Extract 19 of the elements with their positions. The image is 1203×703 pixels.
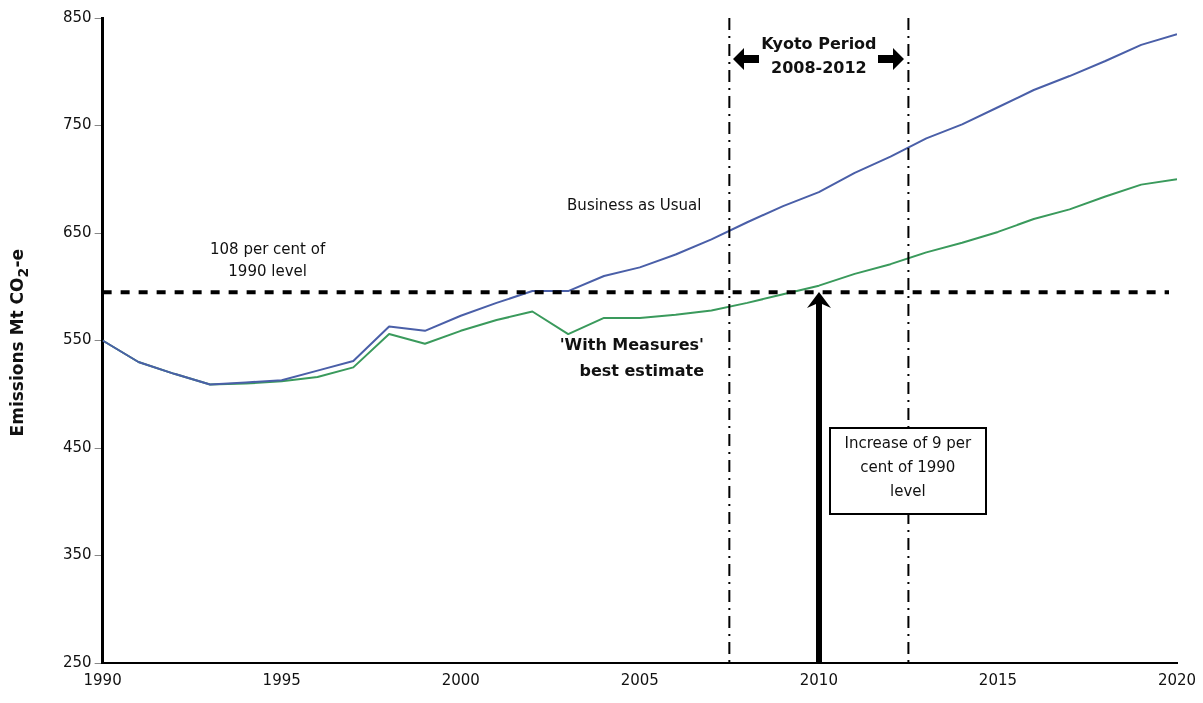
- x-tick-label: 2005: [620, 670, 659, 689]
- y-tick-label: 550: [62, 330, 92, 349]
- y-tick-label: 450: [62, 437, 92, 456]
- x-tick-label: 2000: [441, 670, 480, 689]
- x-tick-label: 1990: [83, 670, 122, 689]
- x-tick-label: 2015: [978, 670, 1018, 689]
- ref-line-label: 108 per cent of 1990 level: [209, 239, 327, 283]
- y-tick-label: 650: [62, 222, 92, 241]
- y-tick-label: 750: [62, 115, 92, 134]
- x-tick-label: 2020: [1157, 670, 1197, 689]
- annotation: Increase of 9 per cent of 1990 level: [828, 427, 987, 516]
- annotation: Kyoto Period 2008-2012: [760, 33, 878, 79]
- series-label: Business as Usual: [566, 195, 702, 217]
- x-tick-label: 1995: [262, 670, 301, 689]
- y-tick-label: 350: [62, 545, 92, 564]
- y-tick-label: 250: [62, 652, 92, 671]
- y-tick-label: 850: [62, 7, 92, 26]
- series-label: 'With Measures' best estimate: [558, 333, 704, 382]
- x-tick-label: 2010: [799, 670, 838, 689]
